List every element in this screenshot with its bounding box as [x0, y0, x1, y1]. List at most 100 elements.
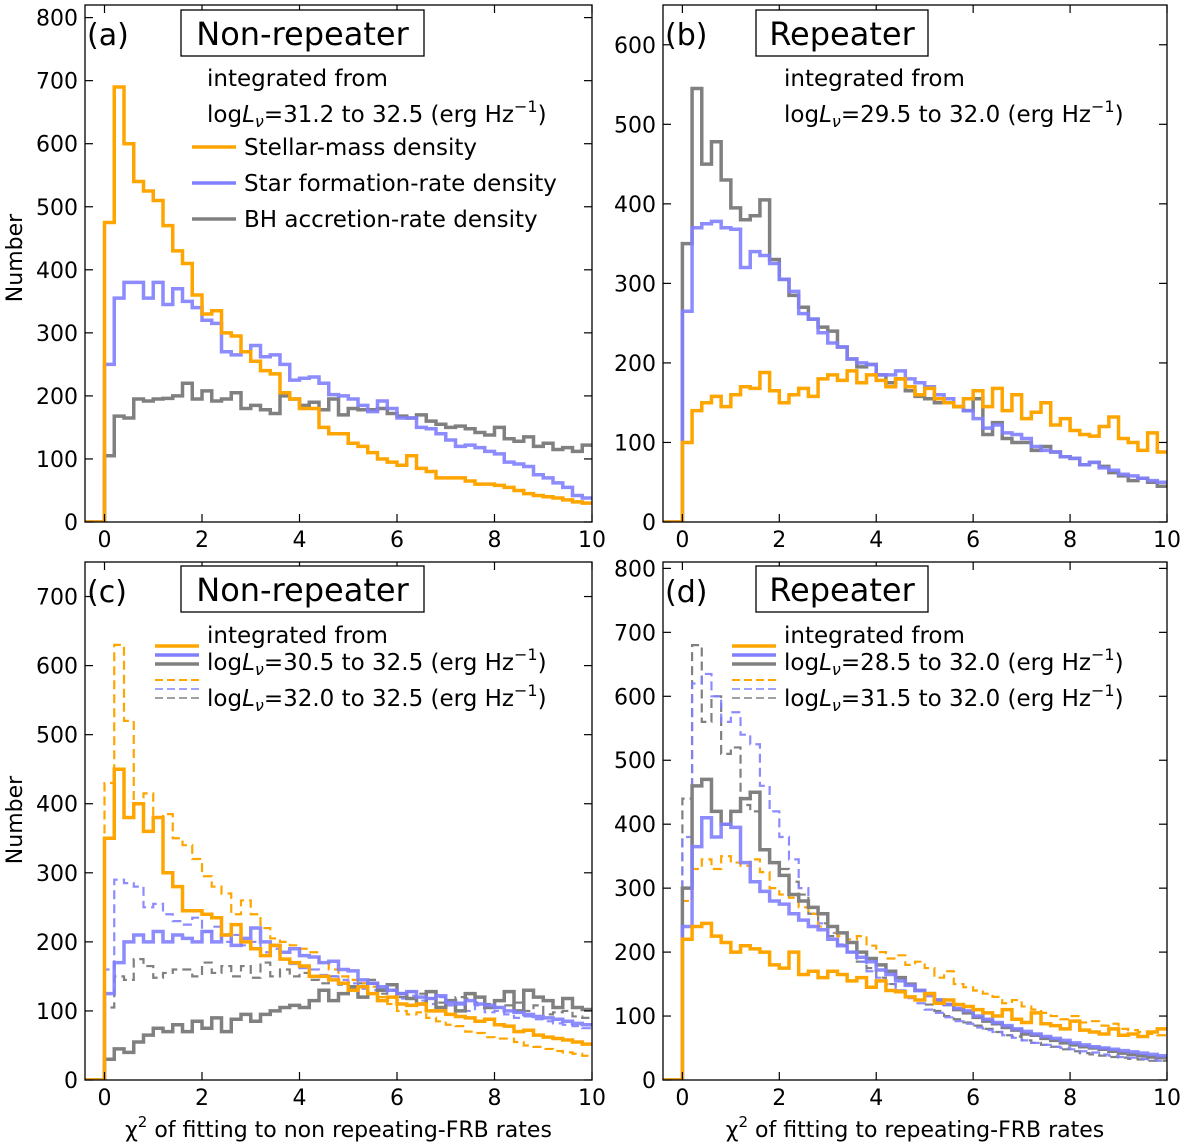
y-tick-label: 600 [614, 685, 656, 710]
x-tick-label: 10 [1153, 528, 1181, 553]
x-tick-label: 8 [488, 1086, 502, 1111]
axes-frame [662, 561, 1168, 1081]
y-tick-label: 300 [36, 322, 78, 347]
y-tick-label: 0 [642, 1069, 656, 1094]
y-tick-label: 400 [36, 259, 78, 284]
y-tick-label: 300 [36, 862, 78, 887]
x-tick-label: 10 [578, 528, 606, 553]
note-integrated-from: integrated from [207, 66, 388, 92]
x-axis-label: χ2 of fitting to non repeating-FRB rates [125, 1113, 552, 1143]
panel-label: (c) [87, 575, 127, 610]
x-tick-label: 4 [293, 1086, 307, 1111]
panel-label: (a) [87, 18, 129, 53]
y-tick-label: 400 [36, 793, 78, 818]
y-tick-label: 500 [614, 113, 656, 138]
x-tick-label: 0 [98, 1086, 112, 1111]
series-bh-accretion-rate-density-28-5-32-0 [663, 777, 1167, 1080]
y-tick-label: 100 [614, 431, 656, 456]
x-tick-label: 0 [675, 528, 689, 553]
series-star-formation-rate-density-30-5-32-5 [85, 926, 592, 1080]
series-bh-accretion-rate-density-30-5-32-5 [85, 981, 592, 1080]
x-tick-label: 6 [390, 528, 404, 553]
title-box [180, 565, 425, 613]
panel-label: (d) [665, 575, 707, 610]
series-bh-accretion-rate-density [663, 86, 1167, 522]
series-stellar-mass-density-30-5-32-5 [85, 767, 592, 1080]
y-tick-label: 600 [614, 34, 656, 59]
y-tick-label: 600 [36, 133, 78, 158]
y-tick-label: 100 [36, 448, 78, 473]
y-tick-label: 200 [614, 352, 656, 377]
series-star-formation-rate-density-28-5-32-0 [663, 816, 1167, 1080]
title-box [755, 9, 929, 57]
axes-frame [84, 4, 593, 523]
panel-title: Non-repeater [196, 15, 409, 53]
y-tick-label: 200 [36, 385, 78, 410]
legend-solid-range: logLν=28.5 to 32.0 (erg Hz−1) [784, 645, 1124, 679]
x-tick-label: 8 [1063, 528, 1077, 553]
title-box [755, 565, 929, 613]
series-star-formation-rate-density [85, 280, 592, 522]
y-axis-label-bottom: Number [3, 775, 28, 864]
series-star-formation-rate-density-31-5-32-0 [663, 672, 1167, 1080]
x-tick-label: 8 [1063, 1086, 1077, 1111]
legend-solid-range: logLν=30.5 to 32.5 (erg Hz−1) [207, 645, 547, 679]
x-tick-label: 4 [869, 528, 883, 553]
y-tick-label: 300 [614, 272, 656, 297]
x-tick-label: 4 [869, 1086, 883, 1111]
y-tick-label: 500 [36, 724, 78, 749]
legend-dashed-range: logLν=32.0 to 32.5 (erg Hz−1) [207, 681, 547, 715]
x-tick-label: 10 [578, 1086, 606, 1111]
x-tick-label: 2 [195, 1086, 209, 1111]
y-tick-label: 500 [614, 749, 656, 774]
axes-frame [662, 4, 1168, 523]
x-tick-label: 6 [966, 1086, 980, 1111]
note-integrated-from: integrated from [784, 66, 965, 92]
panel-label: (b) [665, 18, 707, 53]
x-tick-label: 2 [772, 528, 786, 553]
panel-title: Non-repeater [196, 571, 409, 609]
y-tick-label: 400 [614, 813, 656, 838]
x-tick-label: 2 [772, 1086, 786, 1111]
axes-frame [84, 561, 593, 1081]
series-star-formation-rate-density-32-0-32-5 [85, 878, 592, 1080]
series-bh-accretion-rate-density [85, 381, 592, 522]
x-tick-label: 8 [488, 528, 502, 553]
y-tick-label: 600 [36, 655, 78, 680]
note-integrated-from: integrated from [784, 623, 965, 649]
y-tick-label: 700 [36, 586, 78, 611]
legend-label-sfr: Star formation-rate density [244, 171, 557, 197]
y-tick-label: 200 [614, 941, 656, 966]
series-star-formation-rate-density [663, 219, 1167, 522]
y-tick-label: 800 [36, 7, 78, 32]
y-tick-label: 200 [36, 931, 78, 956]
legend-label-bh: BH accretion-rate density [244, 207, 538, 233]
y-tick-label: 0 [64, 1069, 78, 1094]
y-tick-label: 300 [614, 877, 656, 902]
x-tick-label: 4 [293, 528, 307, 553]
panel-title: Repeater [769, 15, 915, 53]
panel-title: Repeater [769, 571, 915, 609]
note-integrated-from: integrated from [207, 623, 388, 649]
legend-label-stellar: Stellar-mass density [244, 135, 477, 161]
y-tick-label: 500 [36, 196, 78, 221]
series-stellar-mass-density-28-5-32-0 [663, 921, 1167, 1080]
y-tick-label: 400 [614, 193, 656, 218]
x-axis-label: χ2 of fitting to repeating-FRB rates [726, 1113, 1105, 1143]
y-tick-label: 100 [614, 1005, 656, 1030]
y-tick-label: 700 [36, 70, 78, 95]
x-tick-label: 0 [98, 528, 112, 553]
x-tick-label: 0 [675, 1086, 689, 1111]
note-luminosity-range: logLν=29.5 to 32.0 (erg Hz−1) [784, 97, 1124, 131]
x-tick-label: 2 [195, 528, 209, 553]
y-tick-label: 700 [614, 621, 656, 646]
y-tick-label: 100 [36, 1000, 78, 1025]
title-box [180, 9, 425, 57]
y-tick-label: 0 [64, 511, 78, 536]
note-luminosity-range: logLν=31.2 to 32.5 (erg Hz−1) [207, 97, 547, 131]
